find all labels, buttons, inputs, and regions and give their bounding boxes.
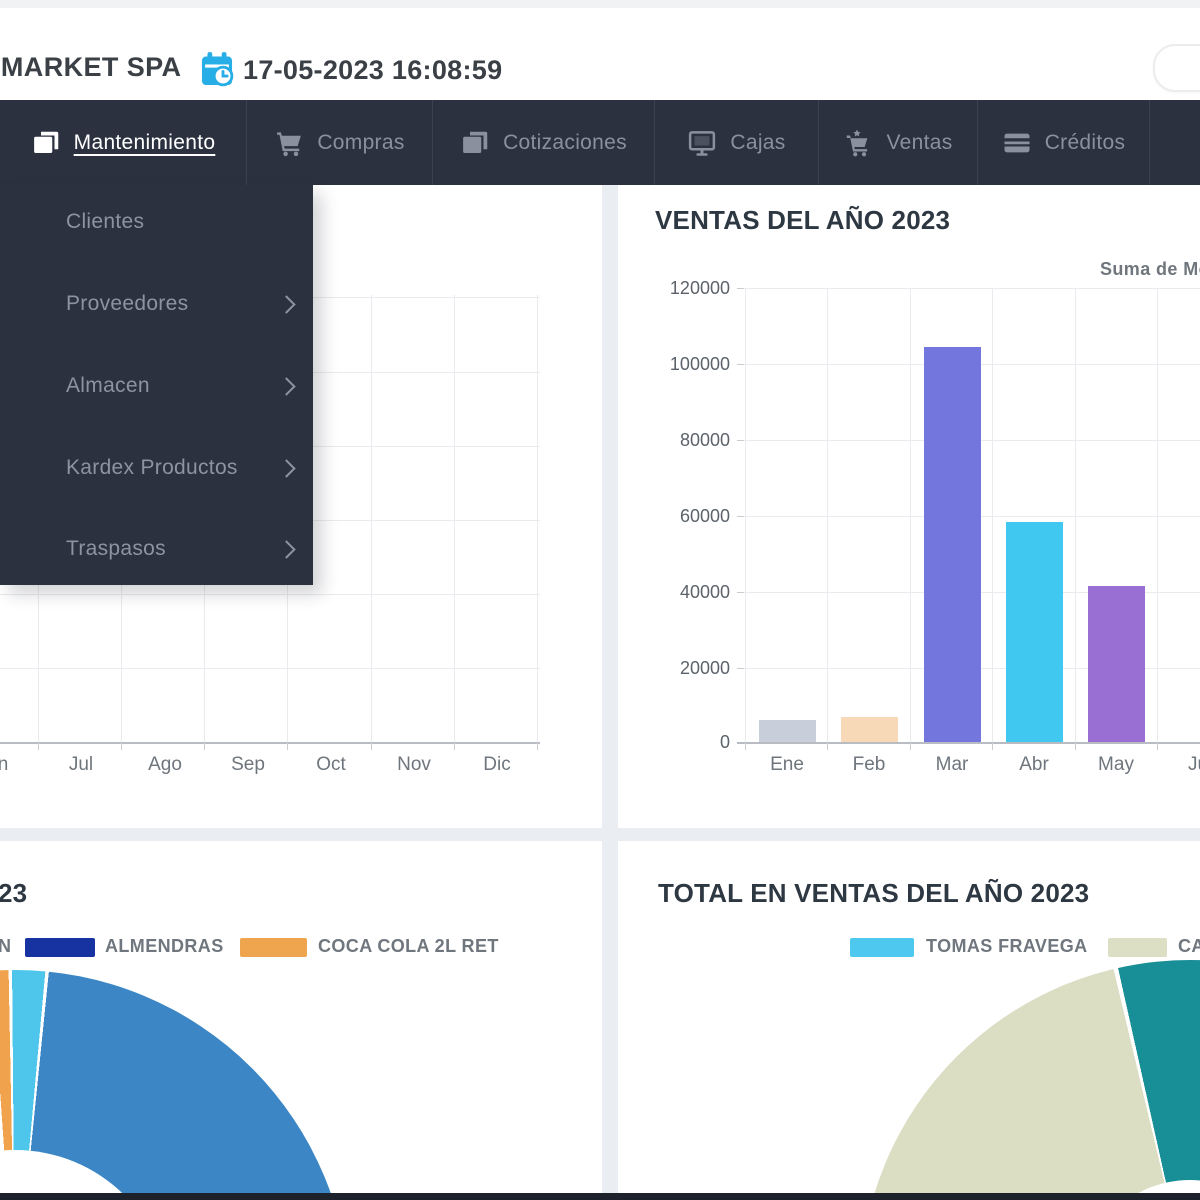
mantenimiento-dropdown-menu: Clientes Proveedores Almacen Kardex Product…: [0, 185, 313, 585]
menu-item-almacen[interactable]: Almacen: [0, 360, 313, 412]
pie-left-title-fragment: 23: [0, 878, 28, 908]
search-pill[interactable]: [1153, 44, 1200, 92]
x-axis-label: Nov: [397, 754, 431, 775]
y-axis-label: 60000: [679, 506, 730, 526]
x-axis-label: Feb: [852, 754, 886, 775]
legend-swatch: [25, 938, 95, 957]
app-header: IMARKET SPA 17-05-2023 16:08:59: [0, 8, 1200, 100]
y-axis-label: 120000: [669, 278, 730, 298]
vertical-panel-divider: [602, 185, 618, 1194]
menu-item-proveedores[interactable]: Proveedores: [0, 278, 313, 330]
x-axis-label: Ju: [1187, 754, 1200, 775]
x-axis-label: Jul: [68, 754, 94, 775]
nav-item-partial[interactable]: [1150, 100, 1200, 185]
nav-item-ventas[interactable]: Ventas: [819, 100, 978, 185]
top-strip: [0, 0, 1200, 8]
nav-item-label: Ventas: [886, 130, 953, 154]
folders-icon: [31, 128, 61, 158]
legend-label: TOMAS FRAVEGA: [926, 936, 1088, 956]
nav-item-mantenimiento[interactable]: Mantenimiento: [0, 100, 247, 185]
menu-item-label: Almacen: [66, 374, 150, 397]
bar-may: [1088, 586, 1145, 742]
menu-item-label: Proveedores: [66, 292, 189, 315]
cart-icon: [274, 128, 304, 158]
nav-item-cajas[interactable]: Cajas: [655, 100, 819, 185]
x-axis-label: May: [1098, 754, 1134, 775]
menu-item-clientes[interactable]: Clientes: [0, 196, 313, 248]
chevron-right-icon: [277, 294, 296, 314]
legend-swatch: [1108, 938, 1167, 957]
legend-label: N: [0, 936, 12, 956]
datetime-display: 17-05-2023 16:08:59: [243, 55, 503, 85]
bar-feb: [841, 717, 898, 742]
menu-item-label: Kardex Productos: [66, 456, 238, 479]
main-navbar: Mantenimiento Compras Cotizaciones Cajas Ven…: [0, 100, 1200, 185]
x-axis-label: Dic: [483, 754, 511, 775]
credit-card-icon: [1002, 128, 1032, 158]
x-axis-label: Sep: [231, 754, 265, 775]
brand-logo-text: IMARKET SPA: [0, 52, 182, 82]
nav-item-label: Créditos: [1044, 130, 1126, 154]
ventas-chart-legend: Suma de Mo: [1100, 259, 1200, 279]
x-axis-label: n: [0, 754, 9, 775]
calendar-clock-icon: [198, 50, 236, 90]
x-axis-label: Oct: [316, 754, 346, 775]
x-axis-label: Ago: [148, 754, 182, 775]
bar-abr: [1006, 522, 1063, 742]
menu-item-label: Clientes: [66, 210, 145, 233]
nav-item-cotizaciones[interactable]: Cotizaciones: [433, 100, 655, 185]
x-axis-label: Abr: [1019, 754, 1049, 775]
donut-chart-right: [860, 960, 1200, 1200]
legend-swatch: [240, 938, 307, 957]
legend-label: CA: [1178, 936, 1200, 956]
legend-label: ALMENDRAS: [105, 936, 224, 956]
menu-item-traspasos[interactable]: Traspasos: [0, 523, 313, 575]
y-axis-label: 20000: [679, 658, 730, 678]
y-axis-label: 100000: [669, 354, 730, 374]
nav-item-label: Compras: [317, 130, 405, 154]
menu-item-kardex-productos[interactable]: Kardex Productos: [0, 442, 313, 494]
folders-icon: [460, 128, 490, 158]
chevron-right-icon: [277, 376, 296, 396]
bar-mar: [924, 347, 981, 742]
x-axis-label: Mar: [935, 754, 969, 775]
y-axis-label: 80000: [679, 430, 730, 450]
nav-item-label: Cajas: [730, 130, 786, 154]
y-axis-label: 40000: [679, 582, 730, 602]
y-axis-label: 0: [719, 732, 730, 752]
cart-star-icon: [843, 128, 873, 158]
ventas-chart-title: VENTAS DEL AÑO 2023: [655, 205, 951, 235]
nav-item-cr-ditos[interactable]: Créditos: [978, 100, 1150, 185]
chevron-right-icon: [277, 458, 296, 478]
x-axis-label: Ene: [770, 754, 804, 775]
horizontal-panel-divider: [0, 828, 1200, 841]
legend-label: COCA COLA 2L RET: [318, 936, 499, 956]
chevron-right-icon: [277, 539, 296, 559]
menu-item-label: Traspasos: [66, 537, 166, 560]
pie-right-title: TOTAL EN VENTAS DEL AÑO 2023: [658, 878, 1090, 908]
nav-item-label: Cotizaciones: [503, 130, 627, 154]
bar-ene: [759, 720, 816, 742]
nav-item-compras[interactable]: Compras: [247, 100, 433, 185]
legend-swatch: [850, 938, 914, 957]
monitor-icon: [687, 128, 717, 158]
nav-item-label: Mantenimiento: [73, 130, 216, 154]
bottom-dark-strip: [0, 1193, 1200, 1200]
